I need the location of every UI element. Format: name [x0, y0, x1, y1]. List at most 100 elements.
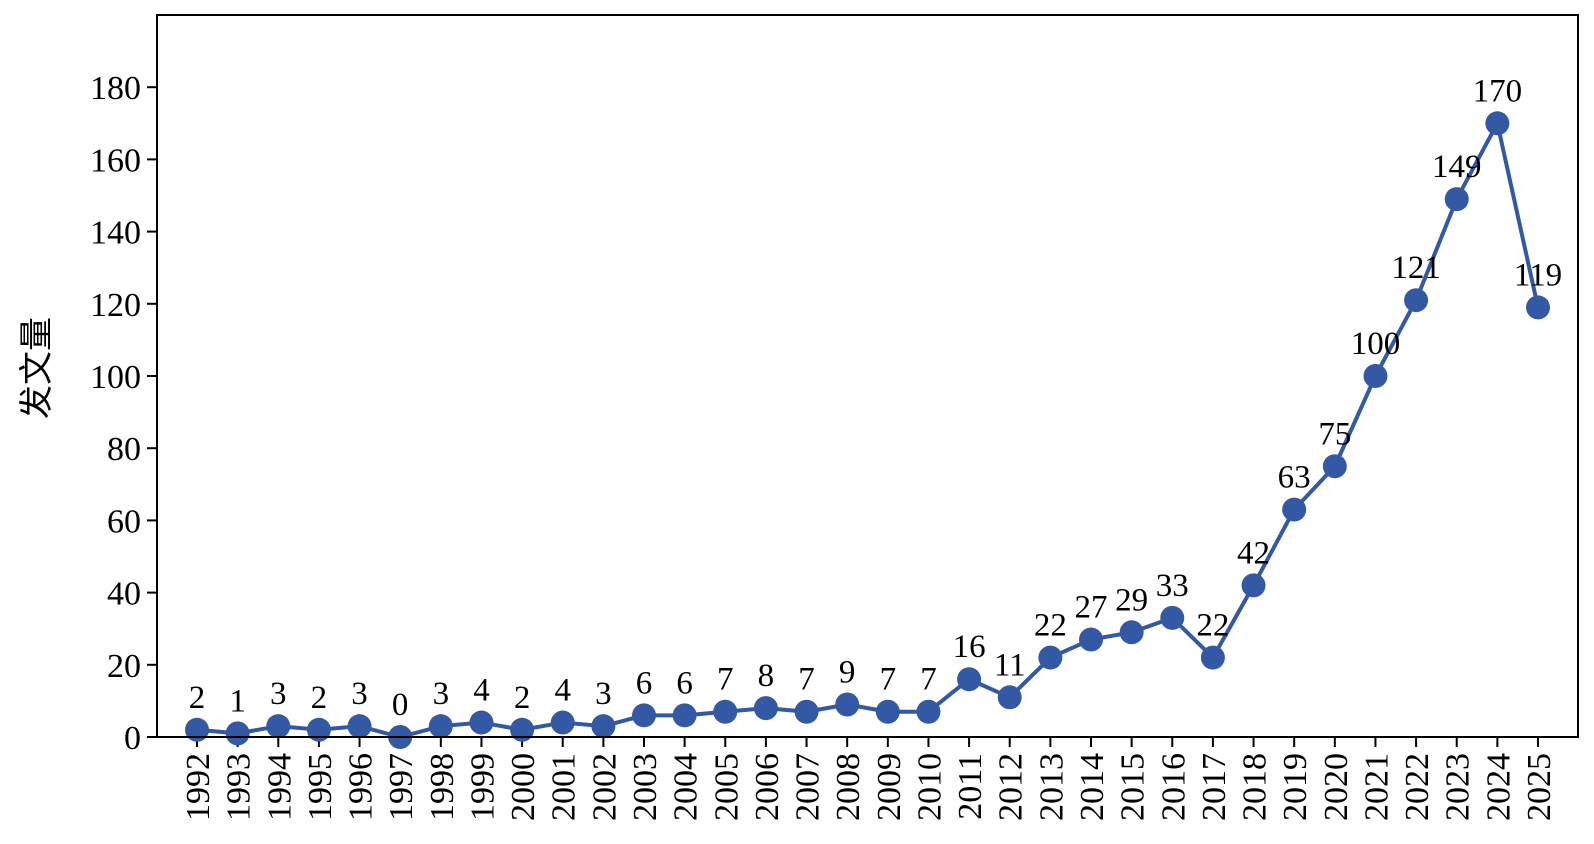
- x-tick-label: 2012: [993, 753, 1030, 821]
- data-point: [185, 717, 209, 742]
- x-tick-label: 2018: [1237, 753, 1274, 821]
- y-tick-label: 120: [90, 287, 141, 324]
- x-tick-label: 1994: [261, 753, 298, 821]
- data-label: 2: [514, 680, 531, 716]
- data-label: 7: [880, 662, 897, 698]
- x-tick-label: 2000: [505, 753, 542, 821]
- data-point: [1363, 364, 1388, 388]
- x-tick-label: 2019: [1277, 753, 1314, 821]
- data-point: [1038, 645, 1063, 670]
- x-tick-label: 2001: [546, 753, 583, 821]
- data-label: 119: [1514, 257, 1562, 293]
- data-point: [225, 721, 250, 746]
- data-label: 3: [595, 676, 612, 712]
- y-tick-label: 20: [107, 648, 141, 685]
- x-tick-label: 1998: [424, 753, 461, 821]
- data-label: 16: [953, 629, 986, 665]
- data-point: [713, 699, 738, 724]
- data-point: [1282, 497, 1307, 522]
- x-tick-label: 1993: [221, 753, 258, 821]
- data-label: 170: [1473, 73, 1523, 109]
- data-label: 42: [1237, 535, 1270, 571]
- data-label: 7: [920, 662, 937, 698]
- y-tick-label: 160: [90, 142, 141, 179]
- x-tick-label: 2016: [1155, 753, 1192, 821]
- data-point: [1485, 111, 1510, 136]
- y-tick-label: 140: [90, 215, 141, 252]
- data-label: 63: [1278, 460, 1311, 496]
- data-label: 2: [189, 680, 206, 716]
- y-axis-title: 发文量: [17, 317, 57, 419]
- data-label: 9: [839, 655, 856, 691]
- data-point: [1404, 288, 1429, 313]
- data-label: 100: [1351, 326, 1401, 362]
- data-point: [835, 692, 860, 717]
- x-tick-label: 1992: [180, 753, 217, 821]
- data-label: 29: [1115, 582, 1148, 618]
- series-layer: [185, 111, 1550, 749]
- data-label: 2: [311, 680, 328, 716]
- data-point: [1322, 454, 1347, 479]
- data-label: 22: [1196, 608, 1229, 644]
- x-tick-label: 2008: [830, 753, 867, 821]
- x-tick-label: 2015: [1115, 753, 1152, 821]
- data-point: [1444, 187, 1469, 212]
- data-label: 3: [433, 676, 450, 712]
- data-point: [753, 696, 778, 721]
- data-point: [916, 699, 941, 724]
- data-point: [1200, 645, 1225, 670]
- data-point: [672, 703, 697, 728]
- x-tick-label: 2004: [668, 753, 705, 821]
- x-tick-label: 2009: [871, 753, 908, 821]
- data-point: [997, 685, 1022, 710]
- x-tick-label: 2003: [627, 753, 664, 821]
- y-tick-label: 100: [90, 359, 141, 396]
- data-point: [1241, 573, 1266, 598]
- data-label: 7: [798, 662, 815, 698]
- data-label: 27: [1075, 590, 1108, 626]
- data-point: [591, 714, 616, 739]
- x-tick-label: 2013: [1033, 753, 1070, 821]
- plot-frame: [156, 14, 1579, 738]
- data-label: 6: [636, 665, 653, 701]
- x-tick-label: 2024: [1480, 753, 1517, 821]
- data-label: 3: [351, 676, 368, 712]
- data-label: 149: [1432, 149, 1482, 185]
- x-tick-label: 2014: [1074, 753, 1111, 821]
- x-tick-label: 2010: [911, 753, 948, 821]
- data-label: 8: [758, 658, 775, 694]
- data-point: [428, 714, 453, 739]
- data-label: 121: [1391, 250, 1441, 286]
- data-point: [550, 710, 575, 735]
- data-point: [794, 699, 819, 724]
- data-point: [1526, 295, 1550, 320]
- x-tick-label: 2025: [1521, 753, 1558, 821]
- data-label: 22: [1034, 608, 1067, 644]
- data-point: [1160, 605, 1185, 630]
- data-point: [875, 699, 900, 724]
- data-point: [306, 717, 331, 742]
- data-point: [469, 710, 494, 735]
- x-tick-label: 2006: [749, 753, 786, 821]
- x-tick-label: 2002: [586, 753, 623, 821]
- x-tick-label: 2017: [1196, 753, 1233, 821]
- data-point: [347, 714, 372, 739]
- y-tick-label: 0: [124, 720, 141, 757]
- data-point: [957, 667, 982, 692]
- y-tick-label: 180: [90, 70, 141, 107]
- x-tick-label: 2007: [790, 753, 827, 821]
- y-tick-label: 40: [107, 576, 141, 613]
- data-label: 11: [994, 647, 1026, 683]
- data-label: 1: [229, 683, 246, 719]
- data-label: 75: [1318, 416, 1351, 452]
- data-label: 3: [270, 676, 287, 712]
- x-tick-label: 2005: [708, 753, 745, 821]
- x-tick-label: 2020: [1318, 753, 1355, 821]
- x-tick-label: 2022: [1399, 753, 1436, 821]
- data-point: [632, 703, 656, 728]
- x-tick-label: 1995: [302, 753, 339, 821]
- x-tick-label: 2011: [952, 753, 989, 820]
